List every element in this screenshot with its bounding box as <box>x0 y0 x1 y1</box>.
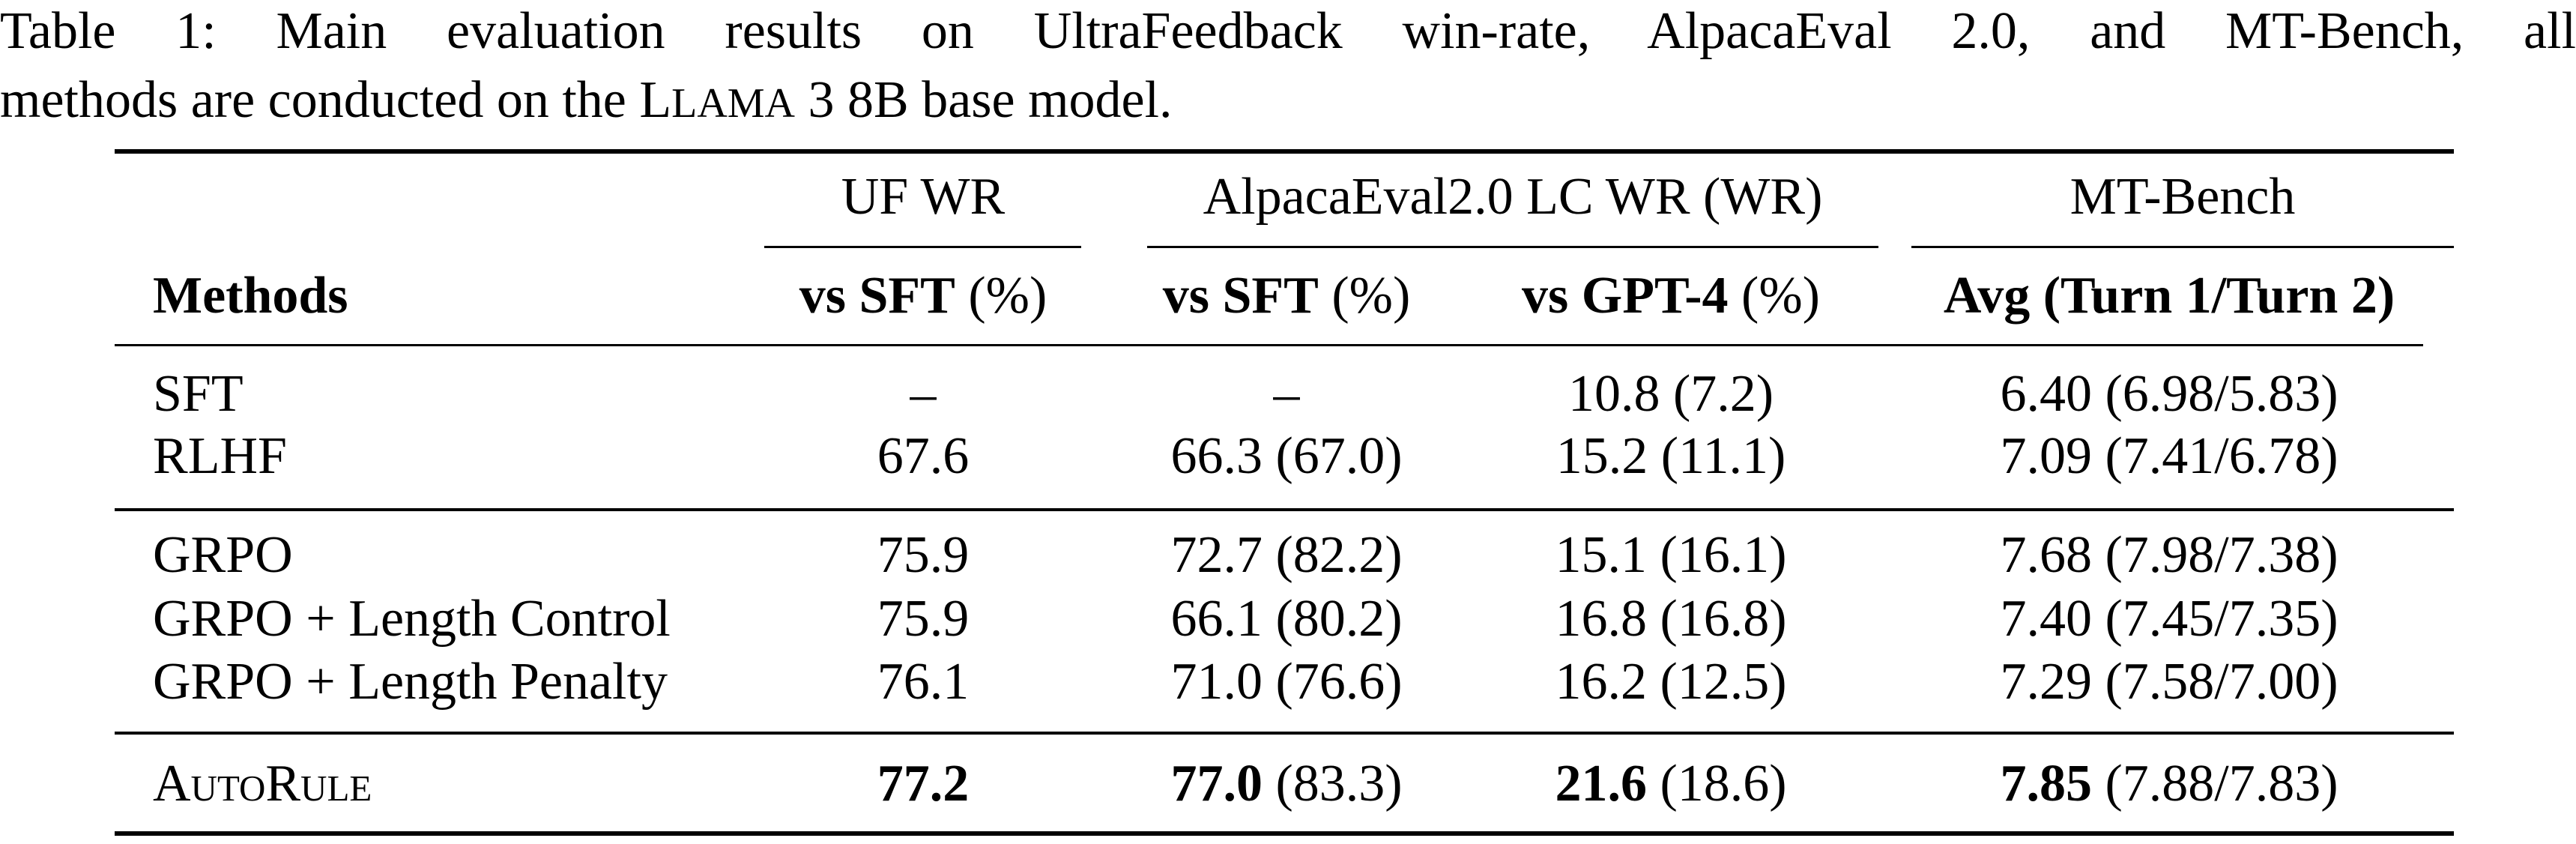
column-header-bold: Avg (Turn 1/Turn 2) <box>1943 267 2395 325</box>
column-header-unit: (%) <box>1728 267 1820 325</box>
table-cell: 67.6 <box>877 426 970 486</box>
cell-value: 75.9 <box>877 590 970 648</box>
methods-header: Methods <box>153 267 348 325</box>
column-header-bold: vs GPT-4 <box>1522 267 1729 325</box>
table-cell: 15.1 (16.1) <box>1555 525 1786 585</box>
cell-value: 71.0 (76.6) <box>1170 653 1403 711</box>
cell-value: 72.7 (82.2) <box>1170 526 1403 584</box>
method-name: GRPO + Length Penalty <box>153 653 668 711</box>
column-header-bold: vs SFT <box>799 267 955 325</box>
method-name: SFT <box>153 365 244 423</box>
table-cell: 7.29 (7.58/7.00) <box>2000 652 2338 712</box>
table-cell: 7.40 (7.45/7.35) <box>2000 589 2338 649</box>
cell-value: 16.2 (12.5) <box>1555 653 1787 711</box>
cell-value: 76.1 <box>877 653 970 711</box>
table-cell: 7.09 (7.41/6.78) <box>2000 426 2338 486</box>
table-cell: 75.9 <box>877 589 970 649</box>
table-cell: 16.8 (16.8) <box>1555 589 1786 649</box>
cell-value: 10.8 (7.2) <box>1567 365 1774 423</box>
cell-best-value: 77.2 <box>877 755 970 813</box>
bottom-rule <box>115 831 2454 836</box>
table-cell: 10.8 (7.2) <box>1568 364 1774 424</box>
cell-value: 66.3 (67.0) <box>1170 427 1403 485</box>
cell-value: 7.40 (7.45/7.35) <box>2000 590 2338 648</box>
cell-value: – <box>1273 365 1300 423</box>
table-caption-line1: Table 1: Main evaluation results on Ultr… <box>0 0 2576 66</box>
column-group-header: MT-Bench <box>2069 168 2296 226</box>
table-cell: 77.0 (83.3) <box>1170 754 1402 814</box>
table-cell: 66.3 (67.0) <box>1170 426 1402 486</box>
method-name: AutoRule <box>153 755 372 813</box>
cell-best-value: 21.6 <box>1555 755 1647 813</box>
header-rule <box>115 344 2423 346</box>
table-caption-line2: methods are conducted on the LLaMA 3 8B … <box>0 66 2576 138</box>
group-rule-1 <box>115 508 2454 511</box>
caption-text: Main evaluation results on UltraFeedback… <box>276 2 2576 60</box>
cell-value: 7.68 (7.98/7.38) <box>2000 526 2338 584</box>
column-header: vs SFT (%) <box>1163 266 1411 326</box>
caption-text: 3 8B base model. <box>808 71 1173 129</box>
column-header: vs SFT (%) <box>799 266 1047 326</box>
cell-value: (18.6) <box>1646 755 1787 813</box>
column-header-unit: (%) <box>1318 267 1411 325</box>
cmidrule-uf <box>764 246 1081 248</box>
column-header-unit: (%) <box>955 267 1047 325</box>
table-cell: – <box>910 364 937 424</box>
column-header: vs GPT-4 (%) <box>1522 266 1820 326</box>
cell-best-value: 7.85 <box>2000 755 2092 813</box>
table-cell: 66.1 (80.2) <box>1170 589 1402 649</box>
table-cell: 21.6 (18.6) <box>1555 754 1786 814</box>
cell-value: – <box>910 365 937 423</box>
method-name: RLHF <box>153 427 287 485</box>
column-group-header: AlpacaEval2.0 LC WR (WR) <box>1203 168 1823 226</box>
cmidrule-mt <box>1911 246 2454 248</box>
table-cell: 77.2 <box>877 754 970 814</box>
table-cell: 16.2 (12.5) <box>1555 652 1786 712</box>
table-cell: 76.1 <box>877 652 970 712</box>
cell-best-value: 77.0 <box>1170 755 1263 813</box>
top-rule <box>115 149 2454 154</box>
caption-label: Table 1: <box>0 2 217 60</box>
table-cell: 15.2 (11.1) <box>1556 426 1786 486</box>
table-cell: 7.85 (7.88/7.83) <box>2000 754 2338 814</box>
method-name: GRPO + Length Control <box>153 590 671 648</box>
cell-value: 7.09 (7.41/6.78) <box>2000 427 2338 485</box>
table-cell: – <box>1274 364 1300 424</box>
column-header-bold: vs SFT <box>1162 267 1319 325</box>
table-cell: 71.0 (76.6) <box>1170 652 1402 712</box>
cell-value: 16.8 (16.8) <box>1555 590 1787 648</box>
table-cell: 7.68 (7.98/7.38) <box>2000 525 2338 585</box>
cell-value: (7.88/7.83) <box>2091 755 2338 813</box>
cell-value: 66.1 (80.2) <box>1170 590 1403 648</box>
table-cell: 72.7 (82.2) <box>1170 525 1402 585</box>
cell-value: 15.2 (11.1) <box>1555 427 1786 485</box>
method-name: GRPO <box>153 526 293 584</box>
column-group-header: UF WR <box>841 168 1006 226</box>
cell-value: (83.3) <box>1262 755 1403 813</box>
table-cell: 6.40 (6.98/5.83) <box>2000 364 2338 424</box>
cell-value: 75.9 <box>877 526 970 584</box>
cell-value: 7.29 (7.58/7.00) <box>2000 653 2338 711</box>
table-cell: 75.9 <box>877 525 970 585</box>
group-rule-2 <box>115 732 2454 735</box>
caption-text: methods are conducted on the <box>0 71 626 129</box>
cmidrule-alpaca <box>1147 246 1878 248</box>
cell-value: 15.1 (16.1) <box>1555 526 1787 584</box>
cell-value: 67.6 <box>877 427 970 485</box>
column-header: Avg (Turn 1/Turn 2) <box>1944 266 2395 326</box>
model-name: LLaMA <box>639 71 795 129</box>
cell-value: 6.40 (6.98/5.83) <box>2000 365 2338 423</box>
